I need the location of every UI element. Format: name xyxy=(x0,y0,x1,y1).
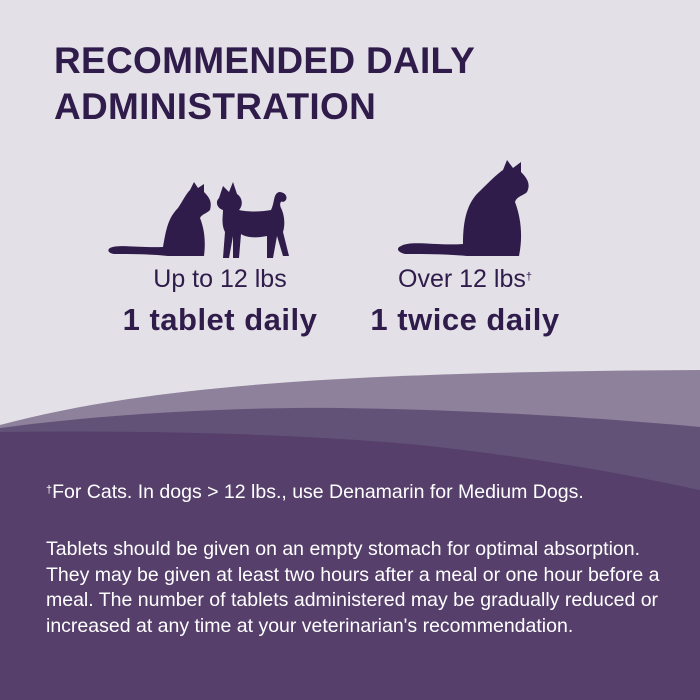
dose-label: 1 twice daily xyxy=(370,302,560,337)
dose-label: 1 tablet daily xyxy=(122,302,318,337)
cat-silhouette-icon xyxy=(108,182,211,256)
dagger-mark: † xyxy=(525,271,532,283)
cat-silhouette-icon xyxy=(397,160,529,256)
wave-dark xyxy=(0,431,700,700)
weight-label: Up to 12 lbs xyxy=(153,265,287,293)
page-title: RECOMMENDED DAILY ADMINISTRATION xyxy=(54,40,476,127)
dose-group-small: Up to 12 lbs 1 tablet daily xyxy=(110,264,330,340)
administration-paragraph: Tablets should be given on an empty stom… xyxy=(46,538,660,637)
weight-label: Over 12 lbs† xyxy=(398,265,532,293)
footnote: †For Cats. In dogs > 12 lbs., use Denama… xyxy=(46,481,584,503)
dog-silhouette-icon xyxy=(216,182,289,258)
dose-group-large: Over 12 lbs† 1 twice daily xyxy=(355,264,575,340)
